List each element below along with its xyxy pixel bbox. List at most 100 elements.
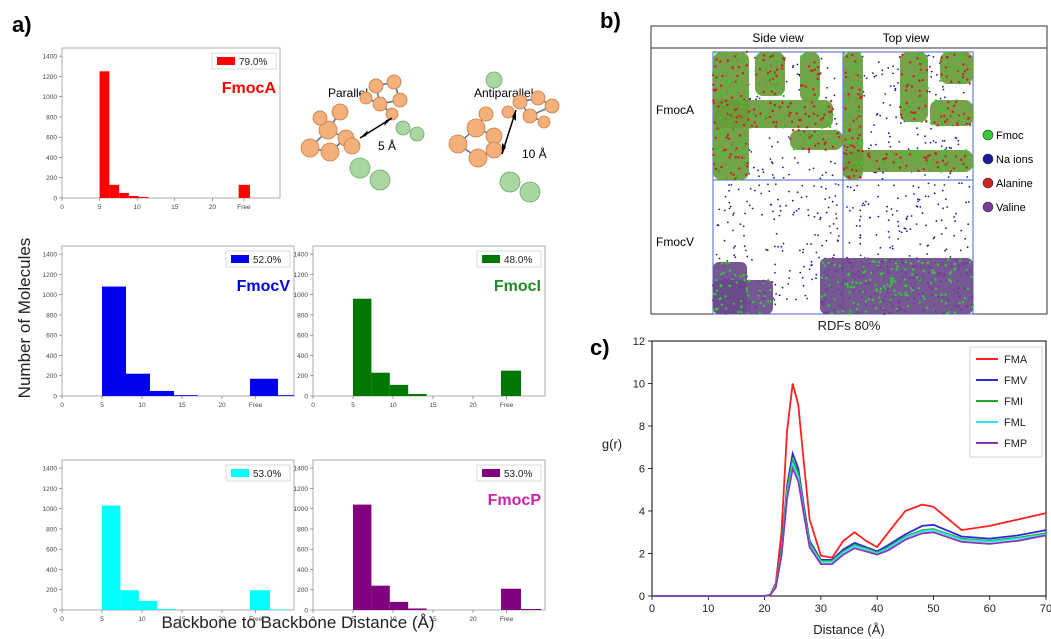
fmoca-atom (774, 125, 778, 128)
na-ion-dot (723, 239, 726, 242)
fmoca-atom (954, 155, 957, 158)
fmoca-atom (926, 75, 929, 79)
fmocv-atom (957, 305, 960, 308)
fmoca-xtick-label: 0 (60, 204, 64, 211)
na-ion-dot (906, 230, 908, 233)
fmoca-atom (816, 66, 820, 69)
fmocv-atom (931, 268, 934, 272)
fmoca-atom (779, 72, 783, 75)
fmoca-atom (881, 155, 884, 159)
na-ion-dot (928, 54, 930, 57)
fmoca-atom (956, 115, 959, 119)
na-ion-dot (861, 204, 864, 207)
fmocl-ytick-label: 0 (53, 608, 57, 615)
fmocv-atom (895, 307, 898, 310)
na-ion-dot (808, 168, 811, 171)
na-ion-dot (825, 211, 828, 214)
fmoca-atom (960, 56, 964, 60)
fmocv-ytick-label: 1400 (43, 252, 58, 259)
col-header-side-view: Side view (752, 31, 804, 45)
fmoci-xtick-label: 15 (429, 402, 437, 409)
na-ion-dot (875, 234, 878, 236)
fmoca-atom (758, 68, 762, 71)
fmocv-atom (869, 296, 872, 299)
na-ion-dot (915, 205, 918, 207)
na-ion-dot (933, 236, 936, 239)
fmocv-atom (855, 307, 859, 311)
fmocv-atom (767, 279, 770, 282)
na-ion-dot (749, 97, 752, 100)
fmoca-atom (730, 89, 733, 93)
fmoca-atom (829, 125, 832, 129)
fmocv-atom (850, 262, 853, 266)
fmocv-atom (970, 304, 973, 307)
na-ion-dot (849, 186, 852, 189)
fmoca-atom (726, 133, 730, 137)
fmoca-atom (903, 151, 907, 155)
na-ion-dot (960, 182, 963, 185)
fmoca-atom (957, 80, 961, 84)
fmoca-atom (800, 104, 803, 107)
fmoca-atom (728, 156, 731, 159)
na-ion-dot (879, 246, 882, 249)
fmoca-atom (850, 151, 853, 155)
fmocv-atom (831, 256, 834, 260)
fmocl-xtick-label: 0 (60, 616, 64, 623)
fmoca-atom (920, 120, 923, 123)
fmocv-atom (900, 275, 904, 279)
rdf-legend-label: FMA (1004, 354, 1028, 366)
na-ion-dot (835, 217, 838, 220)
na-ion-dot (887, 67, 890, 69)
fmoca-atom (782, 126, 785, 129)
na-ion-dot (813, 215, 816, 218)
fmoca-atom (965, 122, 968, 126)
snapshot-legend-label: Fmoc (996, 130, 1024, 142)
fmoca-atom (773, 103, 776, 107)
na-ion-dot (788, 277, 790, 279)
fmocv-atom (881, 272, 884, 275)
fmocv-atom (886, 283, 889, 286)
fmoca-atom (742, 140, 745, 143)
fmocv-atom (956, 291, 959, 294)
fmocv-atom (859, 281, 862, 285)
fmocv-atom (769, 288, 772, 292)
fmoca-atom (851, 63, 854, 66)
fmocv-atom (857, 275, 860, 279)
fmocv-atom (825, 288, 828, 291)
fmocv-atom (742, 274, 746, 277)
na-ion-dot (900, 122, 902, 124)
fmoca-atom (766, 119, 770, 122)
fmocv-atom (930, 266, 934, 270)
panel-a-ylabel: Number of Molecules (15, 238, 34, 399)
fmocv-atom (936, 263, 940, 267)
rdf-xtick-label: 60 (984, 603, 996, 615)
fmocv-atom (915, 265, 918, 268)
fmoca-atom (816, 73, 820, 76)
fmoca-atom (851, 81, 854, 85)
na-ion-dot (796, 73, 799, 75)
na-ion-dot (728, 207, 731, 210)
fmoca-atom (735, 120, 738, 124)
fmocv-atom (748, 279, 751, 282)
fmocv-atom (898, 300, 901, 303)
fmocv-atom (862, 271, 865, 274)
fmocl-legend-swatch (231, 469, 249, 477)
fmoca-atom (820, 126, 824, 129)
na-ion-dot (889, 145, 892, 148)
na-ion-dot (897, 225, 900, 228)
na-ion-dot (734, 256, 737, 259)
na-ion-dot (728, 184, 730, 186)
fmocv-atom (823, 312, 826, 315)
fmoca-atom (902, 94, 905, 97)
fmoca-atom (847, 115, 850, 118)
fmocv-atom (965, 268, 968, 271)
fmoca-cluster (713, 100, 833, 128)
fmoca-atom (959, 167, 962, 170)
na-ion-dot (966, 246, 969, 249)
fmocv-atom (824, 298, 827, 301)
fmocv-xtick-label: 15 (178, 402, 186, 409)
fmoca-atom (797, 125, 800, 128)
fmoca-atom (955, 52, 958, 56)
na-ion-dot (834, 195, 837, 197)
fmocv-atom (916, 275, 919, 279)
